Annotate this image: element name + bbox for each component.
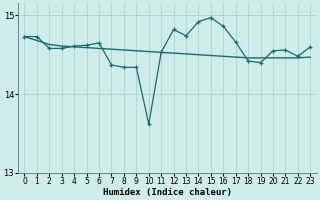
X-axis label: Humidex (Indice chaleur): Humidex (Indice chaleur)	[103, 188, 232, 197]
